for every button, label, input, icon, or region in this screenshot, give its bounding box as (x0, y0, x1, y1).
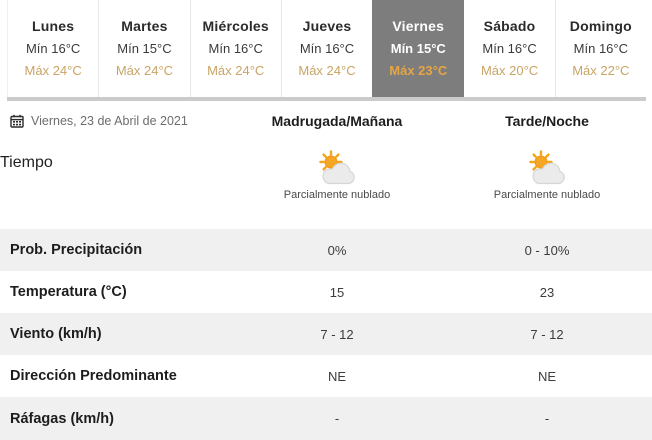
table-header-row: Viernes, 23 de Abril de 2021 Madrugada/M… (0, 101, 652, 141)
day-label: Viernes (392, 18, 445, 34)
calendar-icon (10, 114, 24, 128)
sun-behind-cloud-icon (529, 150, 565, 185)
min-temp: Mín 16°C (25, 41, 81, 56)
value-morning: 15 (329, 284, 345, 300)
table-row-temperatura: Temperatura (°C) 15 23 (0, 271, 652, 313)
row-label: Prob. Precipitación (10, 242, 143, 258)
min-temp: Mín 15°C (117, 41, 172, 56)
row-label: Tiempo (0, 154, 53, 171)
max-temp: Máx 20°C (480, 63, 539, 78)
table-row-precipitacion: Prob. Precipitación 0% 0 - 10% (0, 229, 652, 271)
min-temp: Mín 16°C (299, 41, 355, 56)
max-temp: Máx 23°C (389, 63, 448, 78)
table-row-tiempo: Tiempo Parcialmente nublado (0, 141, 652, 229)
value-evening: 7 - 12 (530, 326, 564, 342)
date-label: Viernes, 23 de Abril de 2021 (31, 114, 188, 128)
sun-behind-cloud-icon (319, 150, 355, 185)
min-temp: Mín 16°C (573, 41, 628, 56)
value-morning: NE (327, 368, 347, 384)
max-temp: Máx 24°C (298, 63, 356, 78)
row-label: Temperatura (°C) (10, 284, 127, 300)
value-evening: 23 (539, 284, 555, 300)
row-label: Dirección Predominante (10, 368, 177, 384)
tab-sabado[interactable]: Sábado Mín 16°C Máx 20°C (463, 0, 555, 97)
tabstrip-underline (7, 97, 646, 101)
tab-domingo[interactable]: Domingo Mín 16°C Máx 22°C (554, 0, 646, 97)
min-temp: Mín 16°C (482, 41, 537, 56)
value-morning: - (334, 411, 340, 426)
table-row-rafagas: Ráfagas (km/h) - - (0, 397, 652, 440)
table-row-direccion: Dirección Predominante NE NE (0, 355, 652, 397)
max-temp: Máx 24°C (24, 63, 82, 78)
max-temp: Máx 24°C (115, 63, 174, 78)
row-label: Ráfagas (km/h) (10, 410, 114, 427)
weather-cell-evening: Parcialmente nublado (442, 141, 652, 201)
day-label: Lunes (32, 18, 75, 34)
tab-viernes-selected[interactable]: Viernes Mín 15°C Máx 23°C (372, 0, 464, 97)
tab-miercoles[interactable]: Miércoles Mín 16°C Máx 24°C (189, 0, 281, 97)
row-label: Viento (km/h) (10, 326, 102, 342)
weather-caption: Parcialmente nublado (283, 189, 391, 201)
value-evening: - (544, 411, 550, 426)
min-temp: Mín 15°C (390, 41, 446, 56)
day-label: Miércoles (202, 18, 269, 34)
value-evening: 0 - 10% (524, 242, 570, 258)
weather-caption: Parcialmente nublado (493, 189, 601, 201)
table-row-viento: Viento (km/h) 7 - 12 7 - 12 (0, 313, 652, 355)
column-header-morning: Madrugada/Mañana (271, 113, 403, 129)
day-tabs: Lunes Mín 16°C Máx 24°C Martes Mín 15°C … (7, 0, 646, 97)
current-date: Viernes, 23 de Abril de 2021 (0, 114, 232, 128)
weather-cell-morning: Parcialmente nublado (232, 141, 442, 201)
value-morning: 7 - 12 (320, 326, 354, 342)
day-label: Domingo (569, 18, 632, 34)
max-temp: Máx 22°C (572, 63, 630, 78)
tab-lunes[interactable]: Lunes Mín 16°C Máx 24°C (7, 0, 99, 97)
value-evening: NE (537, 368, 557, 384)
column-header-evening: Tarde/Noche (505, 113, 589, 129)
day-label: Jueves (302, 18, 352, 34)
max-temp: Máx 24°C (207, 63, 265, 78)
tab-jueves[interactable]: Jueves Mín 16°C Máx 24°C (280, 0, 373, 97)
day-label: Martes (121, 18, 168, 34)
day-label: Sábado (483, 18, 536, 34)
min-temp: Mín 16°C (208, 41, 263, 56)
value-morning: 0% (327, 242, 347, 258)
tab-martes[interactable]: Martes Mín 15°C Máx 24°C (98, 0, 190, 97)
